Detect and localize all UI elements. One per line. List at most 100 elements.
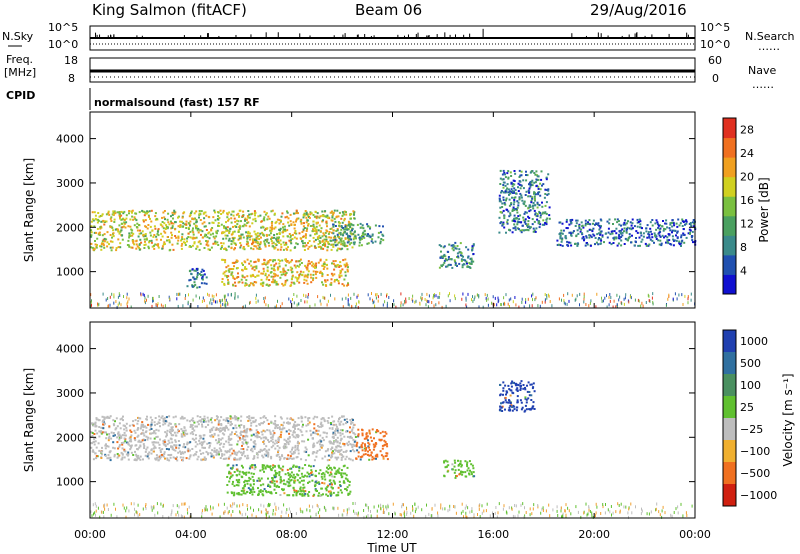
echo-cell xyxy=(201,268,204,271)
echo-cell xyxy=(202,269,205,272)
echo-cell xyxy=(321,436,324,439)
echo-cell xyxy=(217,450,220,453)
echo-cell xyxy=(250,213,253,216)
echo-cell xyxy=(294,424,297,427)
echo-cell xyxy=(261,464,264,467)
echo-cell xyxy=(219,427,222,430)
echo-cell xyxy=(266,218,269,221)
echo-cell xyxy=(318,448,321,451)
echo-cell xyxy=(245,224,248,227)
echo-cell xyxy=(682,232,685,235)
echo-cell xyxy=(200,210,203,213)
echo-cell xyxy=(187,449,190,452)
echo-cell xyxy=(327,417,330,419)
echo-cell xyxy=(313,427,316,430)
echo-cell xyxy=(336,233,339,236)
echo-cell xyxy=(507,210,510,213)
echo-cell xyxy=(454,247,457,250)
echo-cell xyxy=(233,248,236,251)
echo-cell xyxy=(309,213,312,216)
echo-cell xyxy=(201,222,204,225)
echo-cell xyxy=(538,220,541,223)
echo-cell xyxy=(459,242,462,245)
ground-scatter-cell xyxy=(642,304,644,308)
echo-cell xyxy=(457,255,459,258)
echo-cell xyxy=(339,439,342,442)
echo-cell xyxy=(325,238,328,241)
echo-cell xyxy=(259,489,262,492)
echo-cell xyxy=(347,239,350,242)
ground-scatter-cell xyxy=(619,295,621,299)
echo-cell xyxy=(385,443,388,446)
echo-cell xyxy=(305,266,308,269)
echo-cell xyxy=(313,240,316,243)
echo-cell xyxy=(287,269,290,272)
ground-scatter-cell xyxy=(500,303,502,307)
echo-cell xyxy=(301,231,304,233)
ground-scatter-cell xyxy=(606,305,608,309)
echo-cell xyxy=(375,457,377,460)
echo-cell xyxy=(364,449,367,452)
echo-cell xyxy=(251,450,254,453)
echo-cell xyxy=(339,485,342,488)
echo-cell xyxy=(227,422,230,424)
echo-cell xyxy=(224,259,227,262)
echo-cell xyxy=(657,239,660,242)
echo-cell xyxy=(520,184,523,187)
echo-cell xyxy=(616,221,619,224)
echo-cell xyxy=(112,213,115,216)
echo-cell xyxy=(315,215,318,218)
echo-cell xyxy=(299,477,302,480)
echo-cell xyxy=(548,206,551,209)
echo-cell xyxy=(271,242,274,245)
echo-cell xyxy=(381,447,384,450)
echo-cell xyxy=(324,279,326,282)
echo-cell xyxy=(252,248,255,251)
echo-cell xyxy=(279,494,282,496)
ground-scatter-cell xyxy=(207,292,208,296)
echo-cell xyxy=(95,446,98,449)
echo-cell xyxy=(278,265,281,268)
echo-cell xyxy=(361,434,364,437)
ground-scatter-cell xyxy=(474,295,476,299)
echo-cell xyxy=(561,237,564,240)
echo-cell xyxy=(341,247,344,250)
echo-cell xyxy=(334,220,337,223)
echo-cell xyxy=(227,457,230,460)
echo-cell xyxy=(140,432,143,435)
echo-cell xyxy=(253,468,256,471)
echo-cell xyxy=(301,467,304,470)
echo-cell xyxy=(274,439,277,442)
echo-cell xyxy=(166,443,169,446)
echo-cell xyxy=(380,438,383,441)
echo-cell xyxy=(139,441,142,444)
echo-cell xyxy=(239,242,242,244)
echo-cell xyxy=(166,218,169,221)
echo-cell xyxy=(123,428,126,431)
echo-cell xyxy=(170,446,173,449)
echo-cell xyxy=(160,416,163,419)
echo-cell xyxy=(332,243,335,246)
echo-cell xyxy=(147,247,150,250)
echo-cell xyxy=(292,212,295,215)
echo-cell xyxy=(295,232,298,235)
echo-cell xyxy=(319,271,321,274)
echo-cell xyxy=(272,464,275,467)
ground-scatter-cell xyxy=(195,294,197,298)
echo-cell xyxy=(266,270,269,273)
echo-cell xyxy=(238,424,241,427)
echo-cell xyxy=(226,426,228,429)
echo-cell xyxy=(640,240,643,243)
echo-cell xyxy=(189,236,192,239)
ground-scatter-cell xyxy=(583,295,585,299)
echo-cell xyxy=(629,221,632,224)
echo-cell xyxy=(516,223,519,226)
echo-cell xyxy=(452,244,455,247)
echo-cell xyxy=(680,242,683,245)
echo-cell xyxy=(198,419,201,422)
echo-cell xyxy=(296,243,299,246)
echo-cell xyxy=(340,491,343,494)
echo-cell xyxy=(297,452,300,455)
echo-cell xyxy=(210,246,213,249)
echo-cell xyxy=(186,237,189,240)
